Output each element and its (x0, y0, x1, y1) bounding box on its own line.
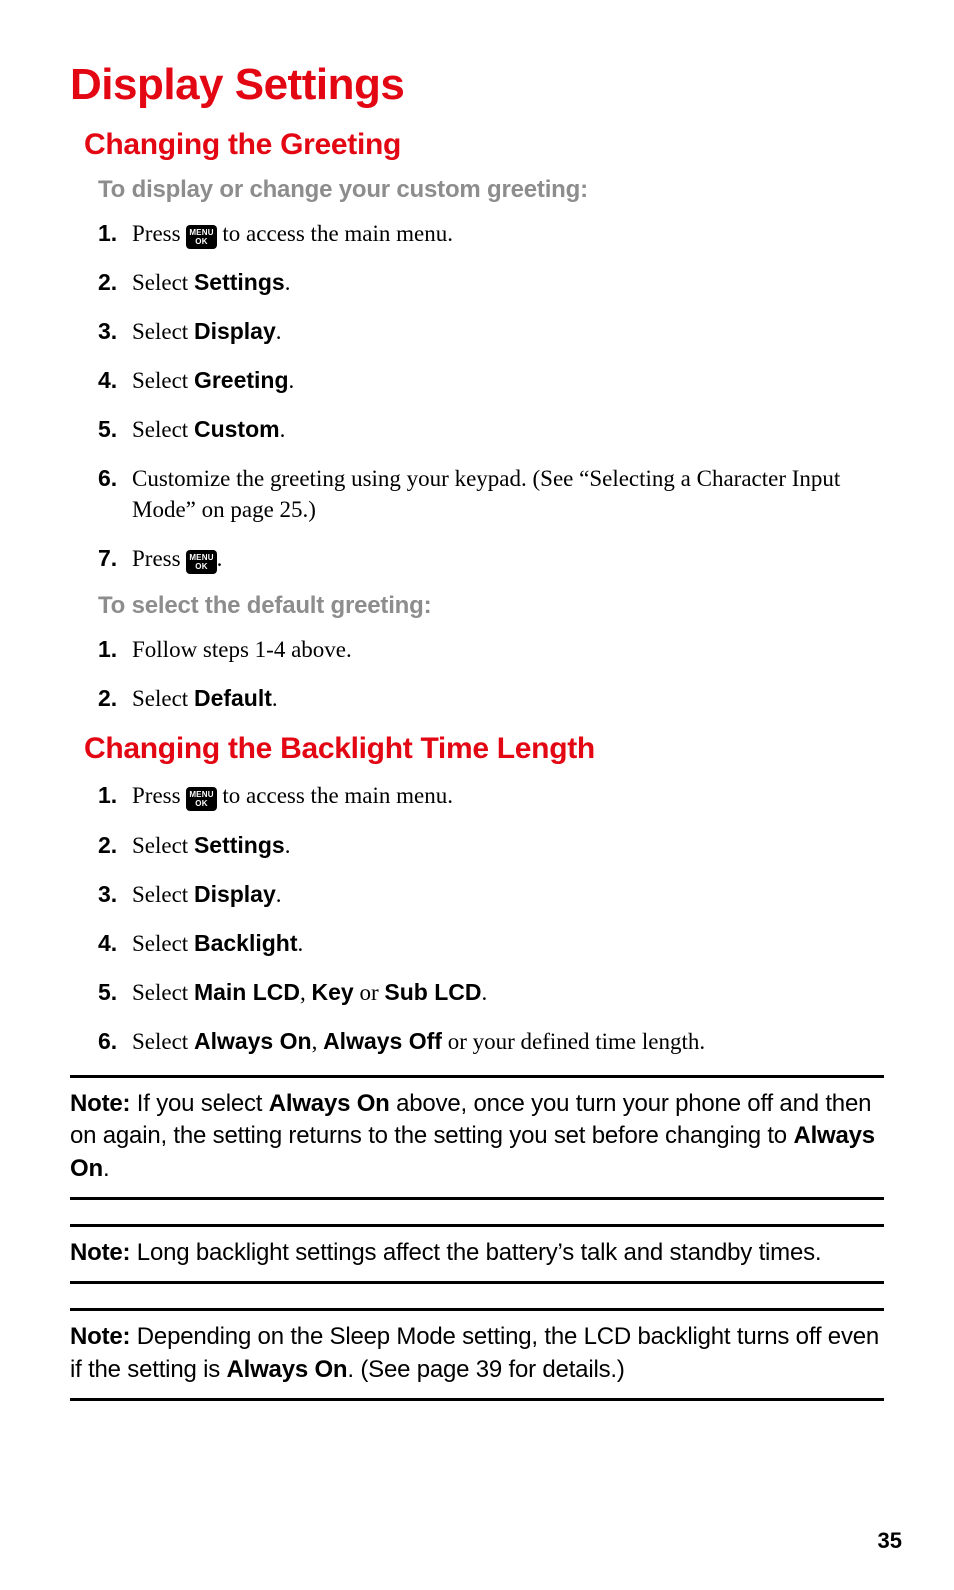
bold-term: Default (194, 685, 272, 711)
note-label: Note: (70, 1239, 130, 1266)
step-text: or your defined time length. (442, 1029, 705, 1054)
step-text: Press (132, 783, 186, 808)
step-text: Press (132, 546, 186, 571)
step-text: to access the main menu. (217, 221, 453, 246)
step-number: 1. (98, 634, 117, 665)
menu-ok-key-icon: MENUOK (186, 550, 216, 574)
step: 1. Press MENUOK to access the main menu. (98, 218, 884, 249)
step-text: . (285, 270, 291, 295)
step-text: , (312, 1029, 324, 1054)
menu-ok-key-icon: MENUOK (186, 787, 216, 811)
step-text: to access the main menu. (217, 783, 453, 808)
step: 5. Select Custom. (98, 414, 884, 445)
step-number: 7. (98, 543, 117, 574)
step-text: Follow steps 1-4 above. (132, 637, 352, 662)
step-text: . (289, 368, 295, 393)
step: 5. Select Main LCD, Key or Sub LCD. (98, 977, 884, 1008)
step-number: 2. (98, 830, 117, 861)
bold-term: Sub LCD (384, 979, 481, 1005)
menu-ok-key-icon: MENUOK (186, 225, 216, 249)
step-text: Select (132, 686, 194, 711)
bold-term: Always Off (323, 1028, 442, 1054)
note-text: . (See page 39 for details.) (347, 1356, 624, 1383)
step: 3. Select Display. (98, 316, 884, 347)
steps-custom-greeting: 1. Press MENUOK to access the main menu.… (98, 218, 884, 574)
step-text: Customize the greeting using your keypad… (132, 466, 840, 522)
step: 1. Follow steps 1-4 above. (98, 634, 884, 665)
note-always-on-reset: Note: If you select Always On above, onc… (70, 1075, 884, 1200)
note-sleep-mode: Note: Depending on the Sleep Mode settin… (70, 1308, 884, 1401)
step-text: . (280, 417, 286, 442)
step: 7. Press MENUOK. (98, 543, 884, 574)
bold-term: Display (194, 881, 276, 907)
step: 2. Select Settings. (98, 830, 884, 861)
step-text: Select (132, 882, 194, 907)
step-text: Select (132, 368, 194, 393)
page-title: Display Settings (70, 60, 884, 110)
step-number: 2. (98, 267, 117, 298)
step-number: 1. (98, 218, 117, 249)
bold-term: Settings (194, 269, 285, 295)
bold-term: Display (194, 318, 276, 344)
step: 4. Select Greeting. (98, 365, 884, 396)
note-label: Note: (70, 1323, 130, 1350)
note-label: Note: (70, 1090, 130, 1117)
step: 6. Customize the greeting using your key… (98, 463, 884, 525)
step-text: . (276, 882, 282, 907)
step: 1. Press MENUOK to access the main menu. (98, 780, 884, 811)
step-text: . (297, 931, 303, 956)
step-text: . (276, 319, 282, 344)
step: 6. Select Always On, Always Off or your … (98, 1026, 884, 1057)
steps-backlight: 1. Press MENUOK to access the main menu.… (98, 780, 884, 1056)
step: 3. Select Display. (98, 879, 884, 910)
lead-default-greeting: To select the default greeting: (98, 592, 884, 620)
bold-term: Key (312, 979, 354, 1005)
step: 2. Select Settings. (98, 267, 884, 298)
bold-term: Greeting (194, 367, 289, 393)
step-number: 2. (98, 683, 117, 714)
bold-term: Always On (226, 1356, 347, 1383)
step-number: 3. (98, 879, 117, 910)
note-text: . (103, 1155, 109, 1182)
step: 2. Select Default. (98, 683, 884, 714)
bold-term: Backlight (194, 930, 298, 956)
step-text: . (217, 546, 223, 571)
note-battery: Note: Long backlight settings affect the… (70, 1224, 884, 1284)
step-text: Select (132, 417, 194, 442)
steps-default-greeting: 1. Follow steps 1-4 above. 2. Select Def… (98, 634, 884, 714)
step-text: . (272, 686, 278, 711)
bold-term: Main LCD (194, 979, 300, 1005)
bold-term: Settings (194, 832, 285, 858)
manual-page: Display Settings Changing the Greeting T… (0, 0, 954, 1590)
section-title-greeting: Changing the Greeting (84, 128, 884, 162)
step-text: Select (132, 980, 194, 1005)
step-number: 1. (98, 780, 117, 811)
note-text: Long backlight settings affect the batte… (130, 1239, 821, 1266)
step-number: 5. (98, 414, 117, 445)
step-number: 3. (98, 316, 117, 347)
step-text: Select (132, 319, 194, 344)
step-text: , (300, 980, 312, 1005)
step-text: . (482, 980, 488, 1005)
bold-term: Custom (194, 416, 280, 442)
page-number: 35 (878, 1528, 902, 1554)
step-number: 5. (98, 977, 117, 1008)
step-text: Select (132, 1029, 194, 1054)
lead-custom-greeting: To display or change your custom greetin… (98, 176, 884, 204)
step-number: 6. (98, 463, 117, 494)
bold-term: Always On (194, 1028, 312, 1054)
section-title-backlight: Changing the Backlight Time Length (84, 732, 884, 766)
step: 4. Select Backlight. (98, 928, 884, 959)
note-text: If you select (130, 1090, 268, 1117)
step-text: Press (132, 221, 186, 246)
step-number: 6. (98, 1026, 117, 1057)
step-text: Select (132, 270, 194, 295)
step-number: 4. (98, 928, 117, 959)
step-text: Select (132, 833, 194, 858)
step-number: 4. (98, 365, 117, 396)
step-text: . (285, 833, 291, 858)
step-text: Select (132, 931, 194, 956)
bold-term: Always On (269, 1090, 390, 1117)
step-text: or (354, 980, 385, 1005)
